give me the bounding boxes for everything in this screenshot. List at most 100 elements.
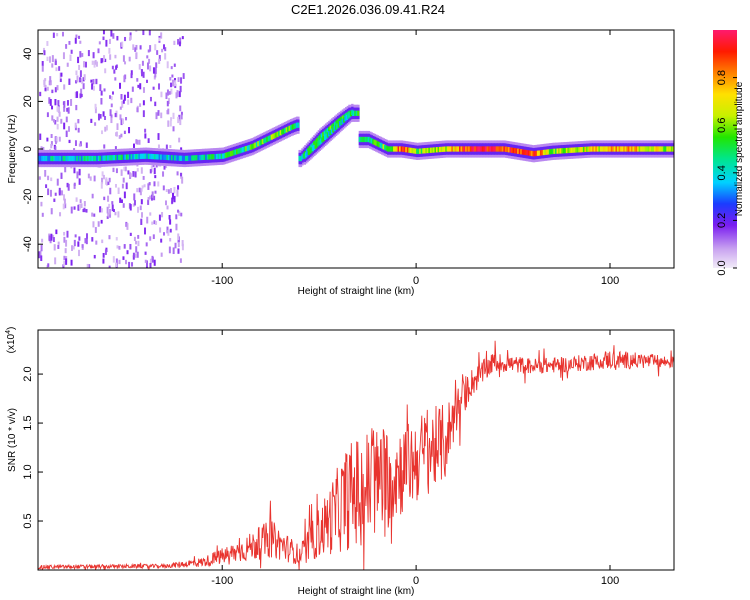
ridge-cell	[272, 133, 275, 139]
ridge-cell	[423, 148, 426, 154]
noise-cell	[167, 108, 170, 115]
ridge-cell	[164, 154, 168, 160]
ridge-cell	[318, 139, 321, 146]
noise-cell	[169, 188, 172, 194]
spectrogram-ytick-label: -40	[22, 236, 34, 252]
ridge-cell	[468, 146, 471, 152]
ridge-cell	[477, 146, 480, 152]
noise-cell	[137, 206, 140, 213]
ridge-cell	[263, 138, 266, 144]
ridge-cell	[284, 127, 287, 134]
noise-cell	[73, 183, 76, 189]
noise-cell	[169, 145, 172, 149]
noise-cell	[179, 119, 182, 126]
noise-cell	[169, 120, 172, 127]
noise-cell	[148, 182, 151, 186]
ridge-cell	[276, 131, 279, 137]
snr-series-line	[38, 340, 674, 570]
ridge-cell	[615, 146, 618, 152]
noise-cell	[181, 240, 184, 247]
ridge-cell	[279, 130, 282, 136]
ridge-cell	[357, 110, 360, 116]
noise-cell	[157, 144, 160, 148]
ridge-cell	[457, 146, 460, 152]
ridge-cell	[114, 154, 118, 161]
noise-cell	[138, 139, 141, 145]
noise-cell	[154, 44, 157, 51]
ridge-cell	[329, 129, 332, 136]
ridge-cell	[366, 136, 369, 143]
ridge-cell	[378, 141, 381, 148]
ridge-cell	[564, 148, 567, 154]
ridge-cell	[270, 134, 273, 140]
ridge-cell	[332, 127, 335, 133]
ridge-cell	[463, 146, 466, 152]
noise-cell	[74, 234, 77, 238]
colorbar: 0.0 0.2 0.4 0.6 0.8 Normalized spectral ampl…	[713, 30, 745, 276]
noise-cell	[56, 85, 59, 91]
noise-cell	[77, 249, 80, 257]
ridge-cell	[657, 146, 660, 152]
noise-cell	[171, 197, 174, 204]
ridge-cell	[90, 155, 93, 162]
noise-cell	[66, 230, 69, 238]
noise-cell	[137, 240, 140, 247]
ridge-cell	[578, 147, 581, 153]
noise-cell	[147, 49, 150, 53]
ridge-cell	[143, 153, 146, 159]
noise-cell	[65, 239, 68, 247]
noise-cell	[146, 55, 149, 59]
ridge-cell	[177, 155, 180, 161]
ridge-cell	[245, 146, 248, 152]
noise-cell	[132, 255, 135, 260]
noise-cell	[43, 79, 46, 85]
ridge-cell	[85, 155, 88, 162]
noise-cell	[169, 219, 172, 225]
noise-cell	[166, 61, 169, 69]
noise-cell	[164, 53, 167, 60]
noise-cell	[90, 79, 93, 83]
noise-cell	[47, 263, 50, 267]
ridge-cell	[79, 155, 82, 162]
ridge-cell	[133, 154, 136, 160]
ridge-cell	[188, 155, 191, 161]
noise-cell	[133, 236, 136, 241]
ridge-cell	[219, 153, 222, 159]
noise-cell	[114, 112, 117, 118]
noise-cell	[153, 259, 156, 266]
noise-cell	[100, 182, 103, 189]
ridge-cell	[169, 155, 172, 161]
noise-cell	[138, 64, 141, 70]
noise-cell	[73, 239, 76, 247]
noise-cell	[101, 171, 104, 177]
ridge-cell	[149, 153, 152, 160]
ridge-cell	[442, 146, 445, 152]
noise-cell	[149, 212, 152, 216]
noise-cell	[126, 250, 129, 255]
noise-cell	[125, 259, 128, 265]
noise-cell	[38, 251, 41, 259]
noise-cell	[48, 56, 51, 63]
ridge-cell	[307, 149, 310, 156]
ridge-cell	[330, 128, 333, 134]
colorbar-tick-label: 0.0	[716, 260, 728, 275]
noise-cell	[131, 86, 134, 92]
noise-cell	[78, 35, 81, 39]
ridge-cell	[337, 119, 340, 125]
ridge-cell	[623, 146, 626, 152]
ridge-cell	[478, 146, 482, 152]
noise-cell	[128, 127, 131, 134]
snr-xtick-label: 100	[601, 575, 619, 587]
noise-cell	[114, 77, 117, 81]
noise-cell	[46, 137, 49, 142]
snr-scale-exponent: 4	[5, 330, 12, 334]
ridge-cell	[258, 140, 261, 146]
noise-cell	[134, 47, 137, 52]
ridge-cell	[375, 140, 378, 146]
noise-cell	[56, 33, 59, 37]
ridge-cell	[491, 146, 494, 152]
noise-cell	[159, 227, 162, 233]
noise-cell	[105, 125, 108, 131]
noise-cell	[53, 244, 56, 251]
noise-cell	[146, 216, 149, 224]
